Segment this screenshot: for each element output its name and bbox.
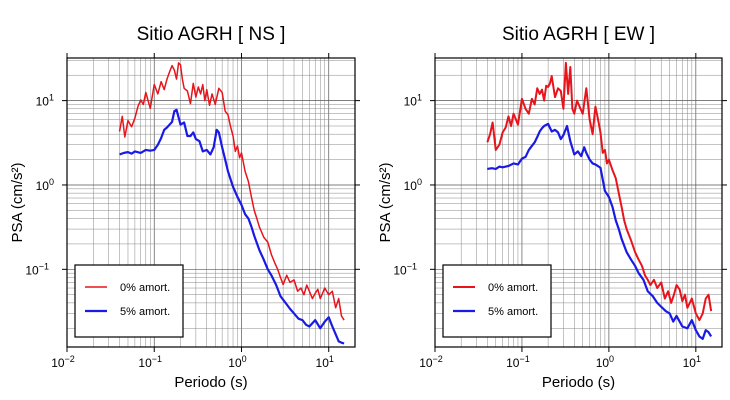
- y-tick-label: 101: [36, 93, 54, 109]
- y-tick-label: 100: [36, 177, 54, 193]
- x-tick-exponent: −2: [433, 354, 443, 364]
- legend-label: 5% amort.: [488, 306, 538, 318]
- legend: 0% amort. 5% amort.: [442, 264, 552, 338]
- legend-label: 0% amort.: [120, 282, 170, 294]
- y-tick-exponent: 0: [417, 177, 422, 187]
- y-tick-exponent: 0: [49, 177, 54, 187]
- plot-frame: [66, 57, 356, 348]
- y-tick-exponent: −1: [407, 261, 417, 271]
- legend: 0% amort. 5% amort.: [74, 264, 184, 338]
- x-tick-label: 10−1: [506, 354, 530, 370]
- x-tick-exponent: 1: [329, 354, 334, 364]
- legend-box: [74, 264, 184, 338]
- x-tick-label: 100: [596, 354, 614, 370]
- plot-frame: [434, 57, 723, 348]
- chart-title: Sitio AGRH [ EW ]: [502, 24, 655, 45]
- legend-label: 5% amort.: [120, 306, 170, 318]
- x-axis-label: Periodo (s): [174, 374, 247, 391]
- x-tick-label: 10−2: [51, 354, 75, 370]
- x-tick-exponent: −1: [519, 354, 529, 364]
- x-tick-exponent: 1: [696, 354, 701, 364]
- y-tick-exponent: −1: [39, 261, 49, 271]
- series-line-blue: [487, 122, 713, 340]
- x-tick-exponent: 0: [609, 354, 614, 364]
- y-tick-label: 100: [404, 177, 422, 193]
- x-tick-label: 101: [683, 354, 701, 370]
- y-tick-label: 10−1: [25, 261, 49, 277]
- x-tick-exponent: −1: [152, 354, 162, 364]
- x-tick-exponent: 0: [242, 354, 247, 364]
- x-tick-label: 101: [316, 354, 334, 370]
- y-tick-label: 10−1: [393, 261, 417, 277]
- series-line-blue: [119, 108, 345, 345]
- x-tick-label: 100: [228, 354, 246, 370]
- legend-label: 0% amort.: [488, 282, 538, 294]
- y-axis-label: PSA (cm/s²): [9, 162, 26, 242]
- grid: [434, 58, 723, 347]
- x-axis-label: Periodo (s): [542, 374, 615, 391]
- grid: [66, 58, 356, 347]
- series-line-red: [486, 61, 713, 322]
- y-tick-label: 101: [404, 93, 422, 109]
- x-tick-exponent: −2: [65, 354, 75, 364]
- series-line-red: [118, 62, 345, 321]
- x-tick-label: 10−2: [419, 354, 443, 370]
- y-tick-exponent: 1: [49, 93, 54, 103]
- y-axis-label: PSA (cm/s²): [377, 162, 394, 242]
- x-tick-label: 10−1: [138, 354, 162, 370]
- chart-title: Sitio AGRH [ NS ]: [137, 24, 286, 45]
- legend-box: [442, 264, 552, 338]
- y-tick-exponent: 1: [417, 93, 422, 103]
